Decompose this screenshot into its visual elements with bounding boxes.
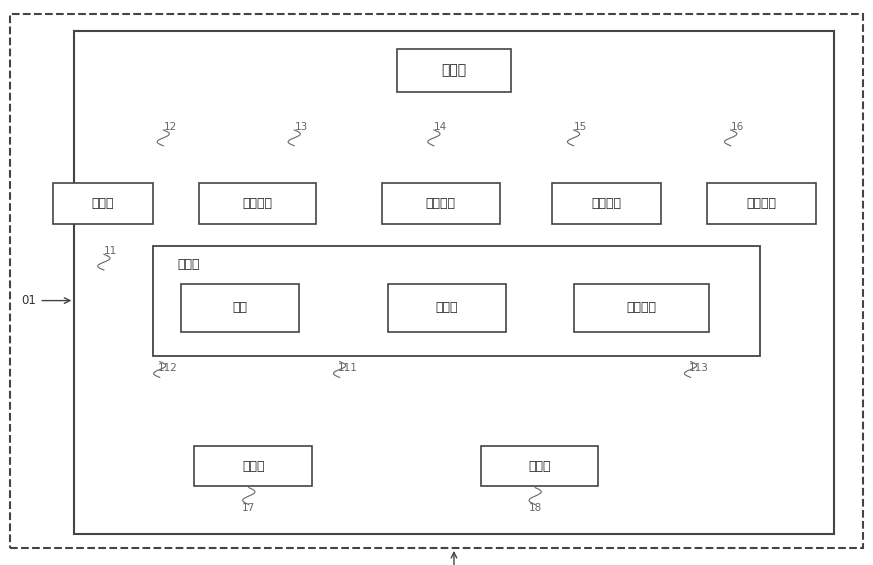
- Bar: [153, 246, 760, 356]
- Text: 13: 13: [294, 122, 308, 132]
- Text: 112: 112: [158, 363, 177, 373]
- Bar: [182, 284, 299, 332]
- Text: 裂解液池: 裂解液池: [243, 197, 272, 210]
- Text: 洗脱液池: 洗脱液池: [592, 197, 622, 210]
- Bar: [52, 183, 154, 224]
- Text: 11: 11: [104, 246, 118, 257]
- Text: 17: 17: [242, 503, 256, 513]
- Bar: [574, 284, 709, 332]
- Bar: [397, 50, 511, 92]
- Bar: [388, 284, 506, 332]
- Text: 样品池: 样品池: [92, 197, 114, 210]
- Text: 113: 113: [689, 363, 708, 373]
- Bar: [199, 183, 316, 224]
- Bar: [194, 446, 313, 486]
- Bar: [480, 446, 599, 486]
- Text: 111: 111: [338, 363, 357, 373]
- Text: 15: 15: [574, 122, 588, 132]
- Text: 16: 16: [731, 122, 745, 132]
- Bar: [553, 183, 662, 224]
- Bar: [707, 183, 815, 224]
- Text: 储液池: 储液池: [442, 64, 466, 77]
- Text: 活塞轨道: 活塞轨道: [627, 301, 656, 315]
- Text: 12: 12: [163, 122, 177, 132]
- Text: 01: 01: [21, 294, 37, 307]
- Text: 扩增池: 扩增池: [242, 459, 265, 473]
- Text: 14: 14: [434, 122, 448, 132]
- Text: 吸附物: 吸附物: [436, 301, 458, 315]
- Text: 洗涤液池: 洗涤液池: [426, 197, 456, 210]
- Text: 18: 18: [528, 503, 542, 513]
- Text: 活塞: 活塞: [232, 301, 248, 315]
- Text: 操作池: 操作池: [177, 258, 200, 271]
- Bar: [74, 31, 834, 534]
- Bar: [382, 183, 499, 224]
- Text: 废液池: 废液池: [528, 459, 551, 473]
- Text: 反应液池: 反应液池: [746, 197, 776, 210]
